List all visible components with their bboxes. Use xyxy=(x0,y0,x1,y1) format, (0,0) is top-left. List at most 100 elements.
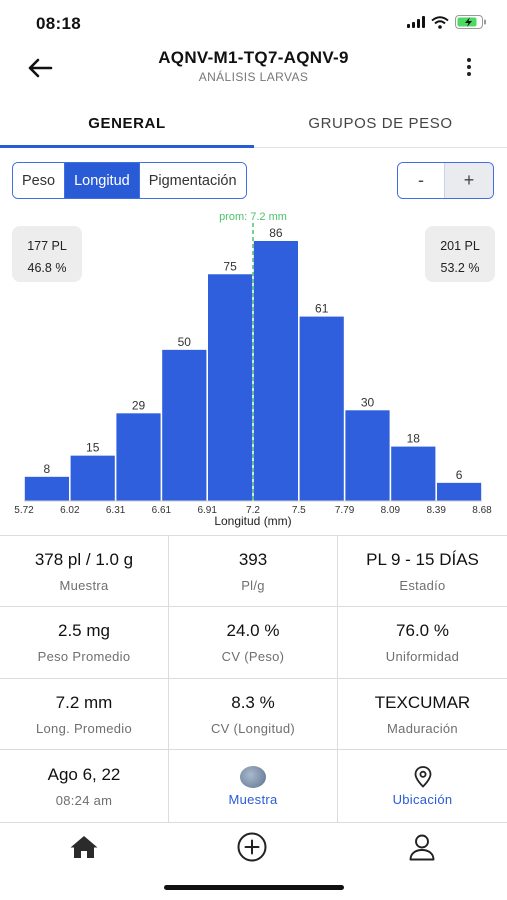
metric-segmented-control: Peso Longitud Pigmentación xyxy=(12,162,247,199)
stat-average-weight: 2.5 mg Peso Promedio xyxy=(0,607,169,679)
x-tick-label: 7.5 xyxy=(292,505,306,516)
stat-cv-weight: 24.0 % CV (Peso) xyxy=(169,607,338,679)
location-link[interactable]: Ubicación xyxy=(338,750,507,823)
x-tick-label: 8.09 xyxy=(381,505,401,516)
sample-photo-link[interactable]: Muestra xyxy=(169,750,338,823)
home-indicator xyxy=(164,885,344,890)
app-header: AQNV-M1-TQ7-AQNV-9 ANÁLISIS LARVAS xyxy=(0,44,507,98)
back-button[interactable] xyxy=(22,50,58,86)
segment-length[interactable]: Longitud xyxy=(65,163,140,198)
arrow-left-icon xyxy=(28,58,53,78)
segment-weight[interactable]: Peso xyxy=(13,163,66,198)
stat-label: Uniformidad xyxy=(385,649,460,664)
length-histogram: 8 15 29 50 75 86 61 30 18 6 prom: 7.2 mm 5.72 6.02… xyxy=(14,211,492,528)
left-count-pl: 177 PL xyxy=(27,239,67,253)
x-tick-label: 6.31 xyxy=(106,505,126,516)
stat-average-length: 7.2 mm Long. Promedio xyxy=(0,679,169,750)
left-count-percent: 46.8 % xyxy=(27,261,67,275)
x-axis-label: Longitud (mm) xyxy=(214,514,291,528)
stat-value: 8.3 % xyxy=(231,692,275,712)
histogram-bar xyxy=(437,482,482,501)
x-tick-label: 6.61 xyxy=(152,505,172,516)
status-bar: 08:18 xyxy=(0,0,507,44)
x-tick-label: 6.02 xyxy=(60,505,80,516)
bar-value-label: 61 xyxy=(315,302,329,316)
histogram-bar xyxy=(162,349,207,501)
bar-value-label: 6 xyxy=(456,468,463,482)
bar-value-label: 86 xyxy=(269,226,283,240)
page-title: AQNV-M1-TQ7-AQNV-9 xyxy=(158,48,349,67)
wifi-icon xyxy=(431,15,449,29)
right-count-box: 201 PL 53.2 % xyxy=(425,226,495,282)
tab-bar: GENERAL GRUPOS DE PESO xyxy=(0,100,507,148)
stats-grid: 378 pl / 1.0 g Muestra 393 Pl/g PL 9 - 1… xyxy=(0,535,507,823)
stat-label: Pl/g xyxy=(241,577,265,593)
home-icon xyxy=(70,836,98,858)
more-options-button[interactable] xyxy=(459,52,479,82)
bar-value-label: 75 xyxy=(223,259,237,273)
stat-label: Maduración xyxy=(387,720,458,736)
left-count-box: 177 PL 46.8 % xyxy=(12,226,82,282)
segment-pigmentation[interactable]: Pigmentación xyxy=(139,163,246,198)
stat-value: 24.0 % xyxy=(226,621,280,640)
histogram-bar xyxy=(345,410,390,501)
stat-label: Peso Promedio xyxy=(37,649,131,664)
bar-value-label: 50 xyxy=(178,335,192,349)
histogram-bar xyxy=(299,316,344,501)
stat-value: 76.0 % xyxy=(396,621,449,640)
stat-value: 2.5 mg xyxy=(58,621,110,640)
tab-active-indicator xyxy=(0,145,254,148)
bins-stepper: - + xyxy=(397,162,494,199)
histogram-bar xyxy=(391,446,436,501)
more-vertical-icon xyxy=(467,58,471,62)
x-tick-label: 8.68 xyxy=(472,505,492,516)
stat-value: PL 9 - 15 DÍAS xyxy=(366,549,479,569)
right-count-pl: 201 PL xyxy=(440,239,480,253)
user-icon xyxy=(409,834,435,861)
stat-stage: PL 9 - 15 DÍAS Estadío xyxy=(338,536,507,607)
date-value: Ago 6, 22 xyxy=(47,764,121,784)
status-icons xyxy=(407,15,487,29)
time-value: 08:24 am xyxy=(55,792,113,808)
stat-uniformity: 76.0 % Uniformidad xyxy=(338,607,507,679)
bar-value-label: 30 xyxy=(361,395,375,409)
stat-label: Estadío xyxy=(399,577,446,593)
x-tick-label: 6.91 xyxy=(197,505,217,516)
histogram-bar xyxy=(70,455,115,501)
plus-circle-icon xyxy=(237,832,267,862)
stat-value: 7.2 mm xyxy=(55,692,113,712)
decrease-button[interactable]: - xyxy=(398,163,446,198)
sample-photo-thumbnail xyxy=(240,765,266,788)
stat-label: CV (Longitud) xyxy=(210,720,296,736)
x-tick-label: 7.79 xyxy=(335,505,355,516)
sample-link-label[interactable]: Muestra xyxy=(228,791,278,807)
bottom-navigation xyxy=(0,822,507,868)
bar-value-label: 8 xyxy=(44,462,51,476)
nav-add-button[interactable] xyxy=(232,830,272,864)
tab-general[interactable]: GENERAL xyxy=(88,114,166,132)
stat-label: CV (Peso) xyxy=(221,649,285,664)
stat-value: TEXCUMAR xyxy=(374,692,471,712)
stat-label: Long. Promedio xyxy=(36,720,132,736)
nav-profile-button[interactable] xyxy=(402,830,442,864)
signal-icon xyxy=(407,16,425,28)
stat-sample: 378 pl / 1.0 g Muestra xyxy=(0,536,169,607)
location-link-label[interactable]: Ubicación xyxy=(392,791,453,807)
bar-value-label: 15 xyxy=(86,441,100,455)
tab-weight-groups[interactable]: GRUPOS DE PESO xyxy=(308,114,453,132)
battery-charging-icon xyxy=(455,15,486,29)
stat-label: Muestra xyxy=(59,577,109,593)
x-tick-label: 8.39 xyxy=(426,505,446,516)
status-time: 08:18 xyxy=(36,14,81,33)
increase-button[interactable]: + xyxy=(445,163,493,198)
bar-value-label: 18 xyxy=(407,432,421,446)
stat-value: 393 xyxy=(238,549,268,569)
x-tick-label: 7.2 xyxy=(246,505,260,516)
location-pin-icon xyxy=(414,765,431,788)
mean-label: prom: 7.2 mm xyxy=(219,211,287,223)
stat-date: Ago 6, 22 08:24 am xyxy=(0,750,169,823)
histogram-bar xyxy=(208,274,253,501)
page-subtitle: ANÁLISIS LARVAS xyxy=(198,70,309,84)
right-count-percent: 53.2 % xyxy=(440,261,480,275)
nav-home-button[interactable] xyxy=(64,830,104,864)
